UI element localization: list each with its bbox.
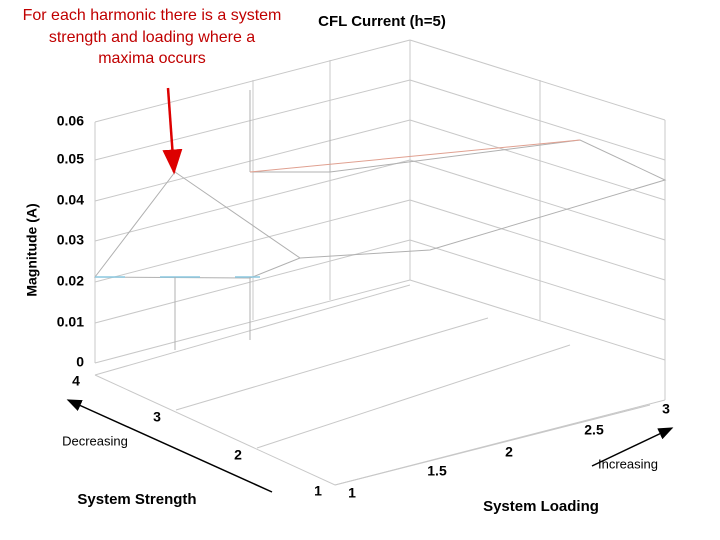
tick-label: 1 [348,485,356,501]
plot-title: CFL Current (h=5) [318,13,446,30]
strength-arrow [66,399,273,493]
tick-label: 3 [662,401,670,417]
strength-direction: Decreasing [62,433,128,448]
annotation-line: strength and loading where a [49,29,255,46]
loading-axis-label: System Loading [483,498,599,515]
plot-grid [94,39,666,486]
z-axis-label: Magnitude (A) [24,203,40,296]
loading-arrow [591,427,674,467]
tick-labels: 0.06 0.05 0.04 0.03 0.02 0.01 0 4 3 2 1 1 1.5 2 2.5 3 [57,113,670,501]
tick-label: 0.04 [57,192,84,208]
surface [93,90,667,350]
tick-label: 1.5 [427,463,447,479]
tick-label: 1 [314,483,322,499]
tick-label: 3 [153,409,161,425]
tick-label: 0 [76,354,84,370]
annotation-line: For each harmonic there is a system [23,7,282,24]
tick-label: 2 [505,444,513,460]
tick-label: 2.5 [584,422,604,438]
annotation-line: maxima occurs [98,50,206,67]
tick-label: 0.01 [57,314,84,330]
tick-label: 0.05 [57,151,84,167]
tick-label: 0.02 [57,273,84,289]
tick-label: 2 [234,447,242,463]
tick-label: 0.03 [57,232,84,248]
strength-axis-label: System Strength [77,491,196,508]
tick-label: 4 [72,373,80,389]
annotation-arrow [162,87,183,175]
loading-direction: Increasing [598,456,658,471]
annotation: For each harmonic there is a system stre… [23,7,282,67]
tick-label: 0.06 [57,113,84,129]
